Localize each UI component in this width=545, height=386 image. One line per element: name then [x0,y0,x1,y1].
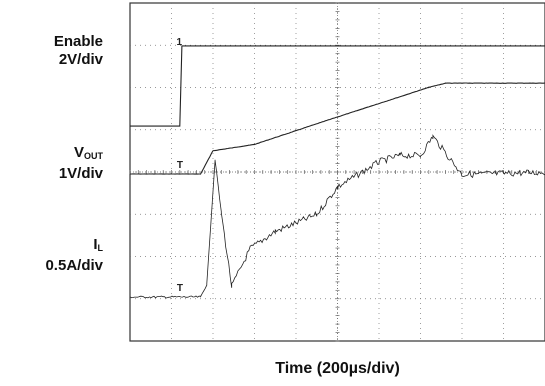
il-channel-name: IL [93,236,103,253]
trace-vout [130,82,545,175]
trace-enable [130,45,545,127]
vout-label: VOUT 1V/div [0,144,103,183]
trace-marker: 1 [176,37,182,48]
trace-marker: T [177,283,183,294]
traces: 1 T T [129,37,545,299]
trace-il [129,134,545,299]
enable-scale: 2V/div [58,51,103,68]
grid [129,2,545,342]
il-label: IL 0.5A/div [0,236,103,275]
x-axis-label: Time (200µs/div) [275,360,400,377]
enable-label: Enable 2V/div [0,33,103,69]
vout-scale: 1V/div [58,165,103,182]
vout-channel-name: VOUT [73,144,103,161]
il-scale: 0.5A/div [45,257,103,274]
trace-marker: T [177,160,183,171]
enable-channel-name: Enable [53,33,103,50]
